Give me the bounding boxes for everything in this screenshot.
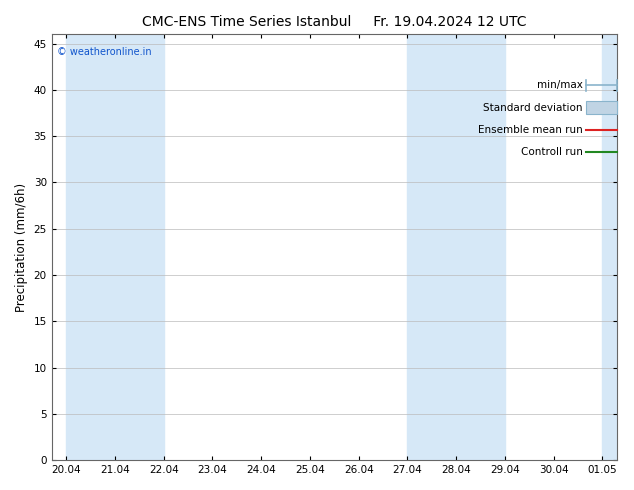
Bar: [67, 34, 115, 460]
Title: CMC-ENS Time Series Istanbul     Fr. 19.04.2024 12 UTC: CMC-ENS Time Series Istanbul Fr. 19.04.2…: [142, 15, 526, 29]
Text: Controll run: Controll run: [521, 147, 583, 157]
Bar: [456, 34, 505, 460]
Text: min/max: min/max: [537, 80, 583, 91]
Text: © weatheronline.in: © weatheronline.in: [57, 47, 152, 57]
Text: Standard deviation: Standard deviation: [484, 102, 583, 113]
Text: Ensemble mean run: Ensemble mean run: [478, 125, 583, 135]
Y-axis label: Precipitation (mm/6h): Precipitation (mm/6h): [15, 183, 28, 312]
Bar: [115, 34, 164, 460]
Bar: [586, 101, 617, 114]
Bar: [602, 34, 626, 460]
Bar: [408, 34, 456, 460]
